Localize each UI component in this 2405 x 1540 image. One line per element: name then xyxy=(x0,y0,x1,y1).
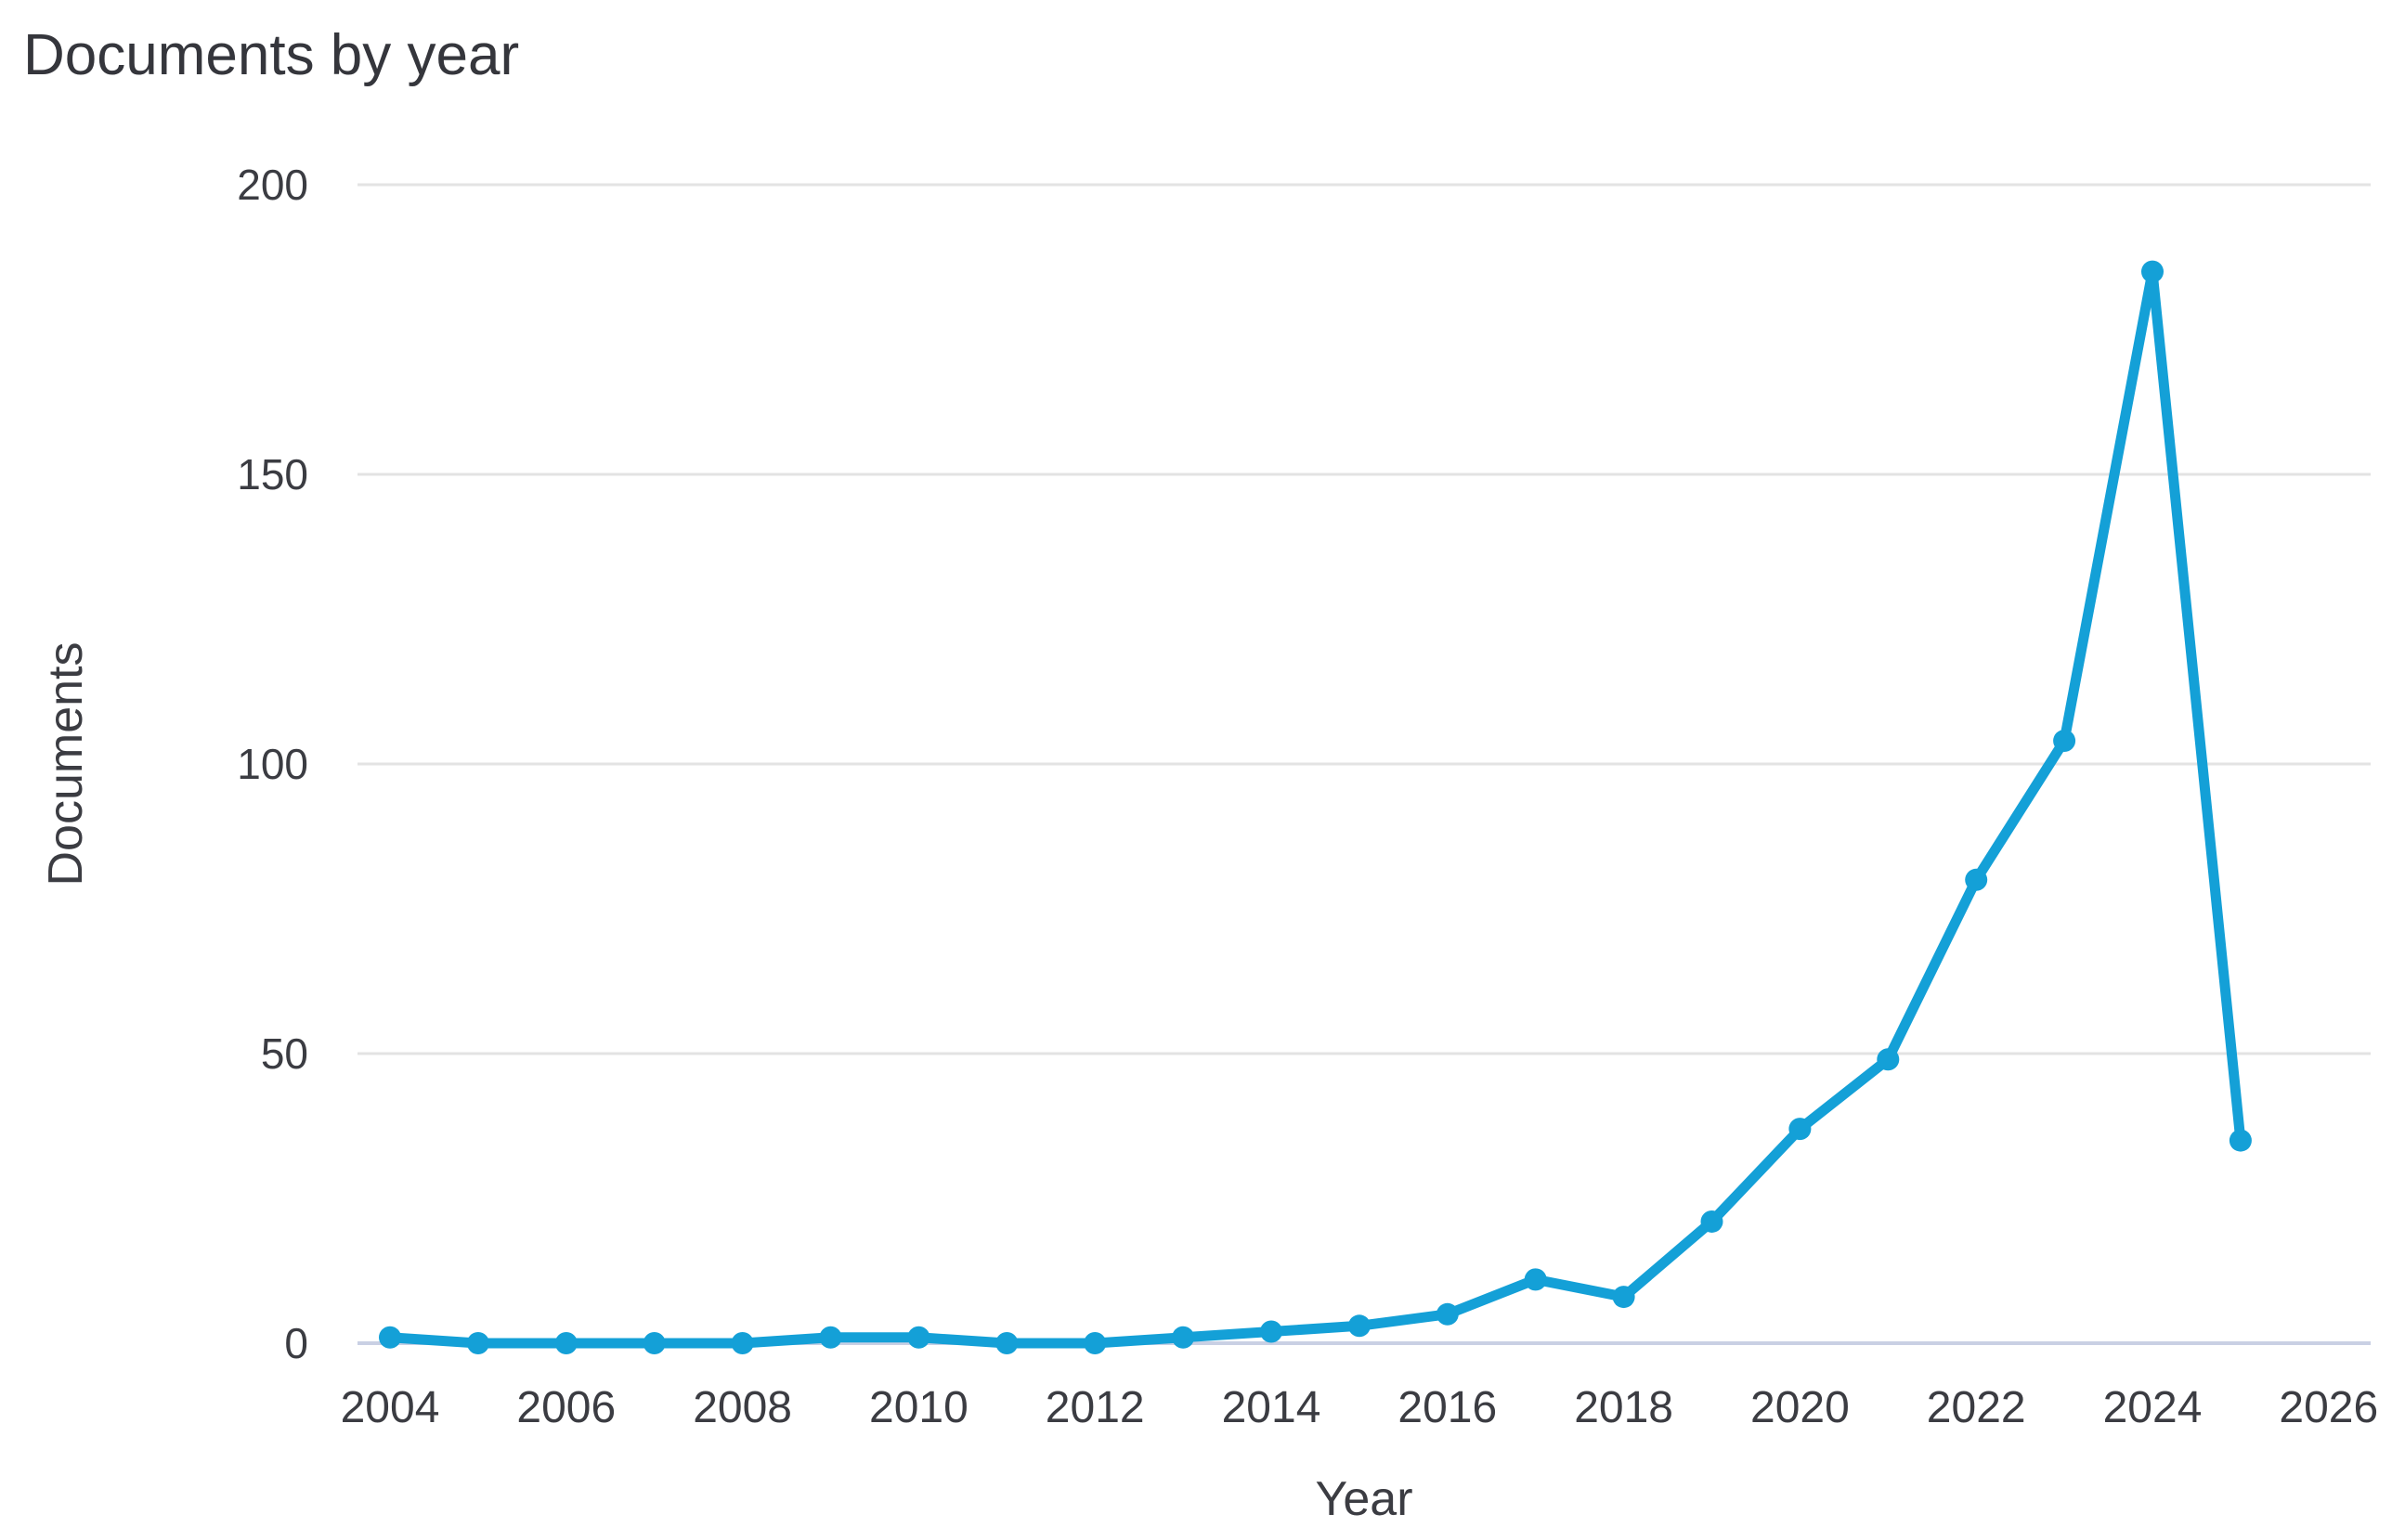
x-tick-label-2018: 2018 xyxy=(1574,1383,1673,1432)
x-axis-title: Year xyxy=(1315,1472,1412,1526)
data-point-2008[interactable] xyxy=(731,1332,754,1354)
data-point-2024[interactable] xyxy=(2141,260,2164,283)
x-tick-label-2010: 2010 xyxy=(869,1383,968,1432)
data-point-2007[interactable] xyxy=(643,1332,666,1354)
x-tick-labels: 2004 2006 2008 2010 2012 2014 2016 2018 2020 2022… xyxy=(341,1383,2379,1432)
y-tick-label-200: 200 xyxy=(237,161,308,209)
data-point-2014[interactable] xyxy=(1260,1320,1282,1343)
x-tick-label-2012: 2012 xyxy=(1046,1383,1145,1432)
data-point-2025[interactable] xyxy=(2229,1129,2252,1152)
x-tick-label-2024: 2024 xyxy=(2103,1383,2203,1432)
y-tick-label-100: 100 xyxy=(237,740,308,788)
y-tick-label-50: 50 xyxy=(261,1029,308,1078)
data-point-2021[interactable] xyxy=(1877,1048,1900,1071)
data-point-2004[interactable] xyxy=(379,1326,401,1349)
data-point-2018[interactable] xyxy=(1612,1286,1635,1309)
x-tick-label-2026: 2026 xyxy=(2279,1383,2378,1432)
data-point-2016[interactable] xyxy=(1436,1302,1459,1326)
y-axis-title: Documents xyxy=(39,642,93,886)
x-tick-label-2006: 2006 xyxy=(516,1383,616,1432)
x-tick-label-2022: 2022 xyxy=(1927,1383,2026,1432)
data-point-2013[interactable] xyxy=(1172,1326,1195,1349)
x-tick-label-2016: 2016 xyxy=(1398,1383,1497,1432)
data-point-2012[interactable] xyxy=(1084,1332,1107,1354)
y-tick-label-0: 0 xyxy=(284,1319,308,1367)
gridlines xyxy=(358,183,2371,1345)
x-tick-label-2014: 2014 xyxy=(1222,1383,1321,1432)
x-tick-label-2004: 2004 xyxy=(341,1383,440,1432)
data-point-2019[interactable] xyxy=(1700,1210,1723,1233)
x-tick-label-2008: 2008 xyxy=(693,1383,792,1432)
data-point-2006[interactable] xyxy=(554,1332,578,1354)
documents-trend-line xyxy=(384,266,2246,1349)
data-point-2017[interactable] xyxy=(1524,1268,1547,1291)
data-point-2020[interactable] xyxy=(1788,1118,1812,1141)
y-tick-labels: 0 50 100 150 200 xyxy=(237,161,308,1367)
data-point-2015[interactable] xyxy=(1347,1314,1371,1338)
y-tick-label-150: 150 xyxy=(237,450,308,498)
chart-title: Documents by year xyxy=(23,23,519,87)
data-point-2022[interactable] xyxy=(1965,868,1988,891)
data-point-2011[interactable] xyxy=(995,1332,1019,1354)
x-tick-label-2020: 2020 xyxy=(1750,1383,1850,1432)
line-series xyxy=(379,260,2252,1354)
data-point-2009[interactable] xyxy=(819,1326,842,1349)
data-point-2010[interactable] xyxy=(907,1326,930,1349)
data-point-2023[interactable] xyxy=(2053,730,2076,753)
data-point-2005[interactable] xyxy=(466,1332,489,1354)
